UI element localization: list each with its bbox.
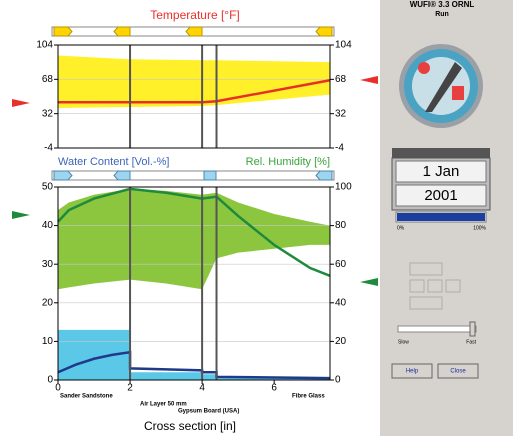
y-tick-label: 32 [42, 108, 54, 119]
water-content-title: Water Content [Vol.-%] [58, 156, 169, 168]
x-tick-label: 0 [55, 383, 61, 394]
y2-tick-label: 100 [335, 182, 352, 193]
wufi-window: WUFI® 3.3 ORNL Run 1 Jan 2001 0% 100% Sl… [0, 0, 513, 436]
y2-tick-label: 80 [335, 220, 347, 231]
humidity-title: Rel. Humidity [%] [246, 156, 330, 168]
progress-max: 100% [473, 225, 486, 231]
right-boundary-marker [360, 278, 378, 286]
y-tick-label: -4 [335, 143, 344, 154]
date-box-top [392, 148, 490, 158]
progress-min: 0% [397, 225, 405, 231]
temperature-title: Temperature [°F] [150, 8, 240, 22]
left-boundary-marker [12, 211, 30, 219]
y-tick-label: -4 [44, 143, 53, 154]
layer-label: Gypsum Board (USA) [178, 409, 239, 415]
y-tick-label: 20 [42, 297, 54, 308]
layer-label: Sander Sandstone [60, 394, 113, 400]
help-label[interactable]: Help [406, 369, 419, 375]
speed-thumb[interactable] [470, 322, 475, 336]
left-boundary-marker [12, 99, 30, 107]
x-tick-label: 6 [271, 383, 277, 394]
speed-slider[interactable] [398, 326, 476, 332]
y-tick-label: 32 [335, 108, 347, 119]
y2-tick-label: 0 [335, 375, 341, 386]
progress-fill [397, 213, 485, 221]
y-tick-label: 40 [42, 220, 54, 231]
y2-tick-label: 40 [335, 297, 347, 308]
temperature-header-bar [52, 27, 334, 36]
y-tick-label: 68 [335, 74, 347, 85]
year: 2001 [424, 187, 457, 204]
x-axis-title: Cross section [in] [144, 419, 236, 433]
right-boundary-marker [360, 76, 378, 84]
y-tick-label: 10 [42, 336, 54, 347]
y-tick-label: 68 [42, 74, 54, 85]
y2-tick-label: 60 [335, 259, 347, 270]
y-tick-label: 104 [335, 40, 352, 51]
layer-label: Fibre Glass [292, 394, 325, 400]
close-label[interactable]: Close [450, 369, 466, 375]
wufi-logo [399, 44, 483, 128]
moisture-header-bar [52, 171, 334, 180]
y-tick-label: 0 [47, 375, 53, 386]
layer-label: Air Layer 50 mm [140, 402, 187, 408]
app-title: WUFI® 3.3 ORNL [410, 0, 475, 9]
date: 1 Jan [423, 163, 460, 180]
y2-tick-label: 20 [335, 336, 347, 347]
y-tick-label: 50 [42, 182, 54, 193]
speed-min: Slow [398, 339, 409, 345]
y-tick-label: 30 [42, 259, 54, 270]
speed-max: Fast [466, 339, 476, 345]
x-tick-label: 4 [199, 383, 205, 394]
x-tick-label: 2 [127, 383, 133, 394]
y-tick-label: 104 [36, 40, 53, 51]
run-status: Run [435, 11, 449, 18]
